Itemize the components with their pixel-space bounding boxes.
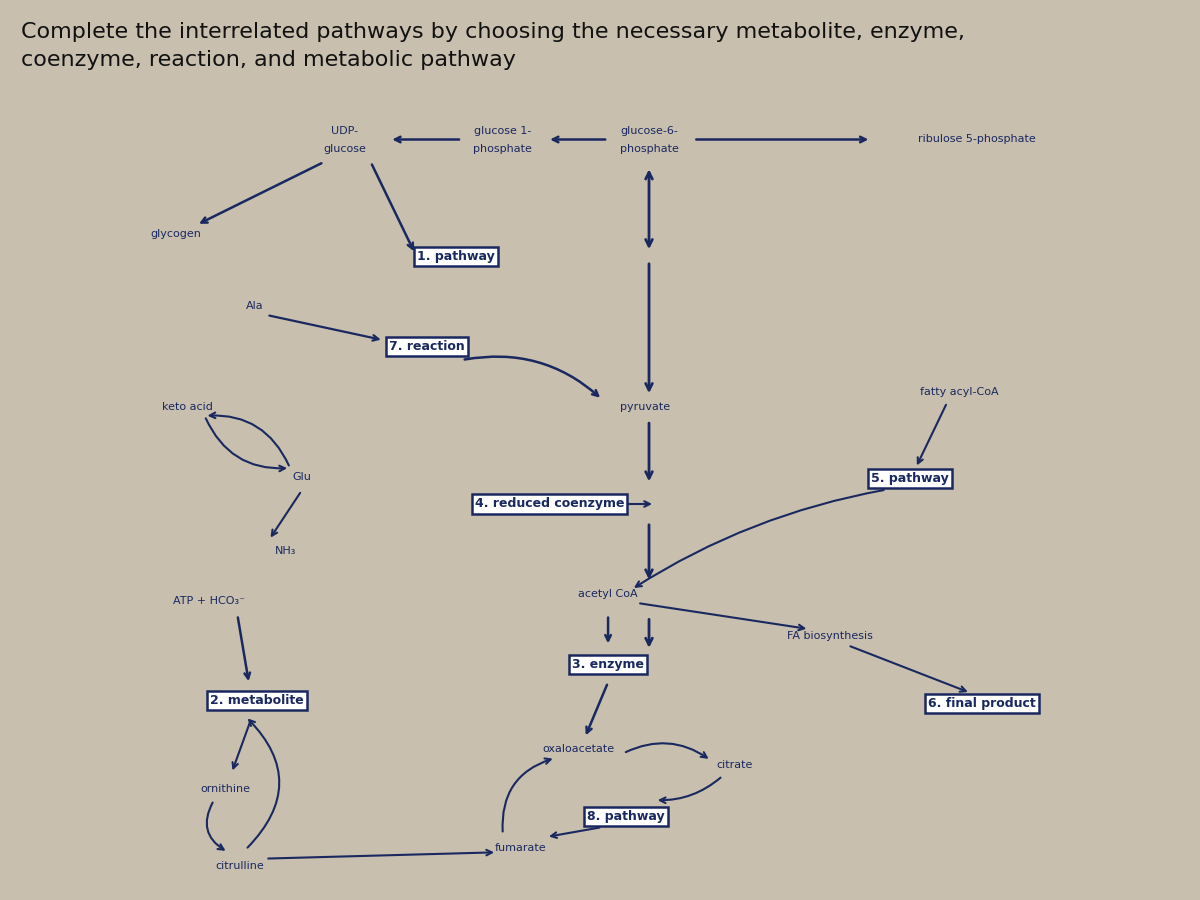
Text: Complete the interrelated pathways by choosing the necessary metabolite, enzyme,: Complete the interrelated pathways by ch… — [22, 22, 965, 42]
Text: 6. final product: 6. final product — [929, 698, 1036, 710]
Text: 7. reaction: 7. reaction — [389, 340, 464, 353]
Text: Glu: Glu — [293, 472, 311, 482]
Text: pyruvate: pyruvate — [619, 401, 670, 412]
Text: 2. metabolite: 2. metabolite — [210, 694, 304, 706]
Text: UDP-: UDP- — [331, 125, 359, 136]
Text: FA biosynthesis: FA biosynthesis — [787, 631, 874, 642]
Text: acetyl CoA: acetyl CoA — [578, 589, 638, 599]
Text: glucose: glucose — [324, 143, 366, 154]
Text: keto acid: keto acid — [162, 401, 212, 412]
Text: 1. pathway: 1. pathway — [418, 250, 494, 263]
Text: ATP + HCO₃⁻: ATP + HCO₃⁻ — [173, 596, 245, 607]
Text: glycogen: glycogen — [150, 229, 200, 239]
Text: phosphate: phosphate — [473, 143, 533, 154]
Text: citrulline: citrulline — [215, 860, 264, 871]
Text: 4. reduced coenzyme: 4. reduced coenzyme — [475, 498, 624, 510]
Text: 3. enzyme: 3. enzyme — [572, 658, 644, 670]
Text: ribulose 5-phosphate: ribulose 5-phosphate — [918, 134, 1036, 145]
Text: 8. pathway: 8. pathway — [587, 810, 665, 823]
Text: coenzyme, reaction, and metabolic pathway: coenzyme, reaction, and metabolic pathwa… — [22, 50, 516, 69]
Text: citrate: citrate — [716, 760, 752, 770]
Text: oxaloacetate: oxaloacetate — [542, 743, 614, 754]
Text: 5. pathway: 5. pathway — [871, 472, 949, 485]
Text: phosphate: phosphate — [619, 143, 678, 154]
Text: Ala: Ala — [246, 301, 264, 311]
Text: fatty acyl-CoA: fatty acyl-CoA — [919, 386, 998, 397]
Text: NH₃: NH₃ — [275, 545, 296, 556]
Text: glucose-6-: glucose-6- — [620, 125, 678, 136]
Text: glucose 1-: glucose 1- — [474, 125, 532, 136]
Text: fumarate: fumarate — [494, 842, 546, 853]
Text: ornithine: ornithine — [200, 784, 251, 795]
